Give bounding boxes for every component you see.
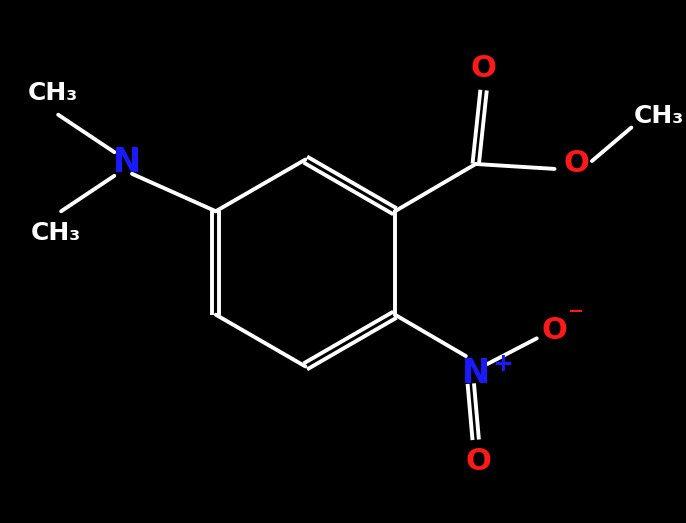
Text: O: O xyxy=(541,316,567,345)
Text: O: O xyxy=(563,150,589,178)
Text: N: N xyxy=(462,357,490,390)
Text: CH₃: CH₃ xyxy=(28,81,78,105)
Text: O: O xyxy=(466,447,492,476)
Text: O: O xyxy=(471,54,497,83)
Text: N: N xyxy=(113,145,141,178)
Text: CH₃: CH₃ xyxy=(634,104,684,128)
Text: CH₃: CH₃ xyxy=(31,221,82,245)
Text: +: + xyxy=(493,352,514,376)
Text: ⁻: ⁻ xyxy=(568,304,584,333)
